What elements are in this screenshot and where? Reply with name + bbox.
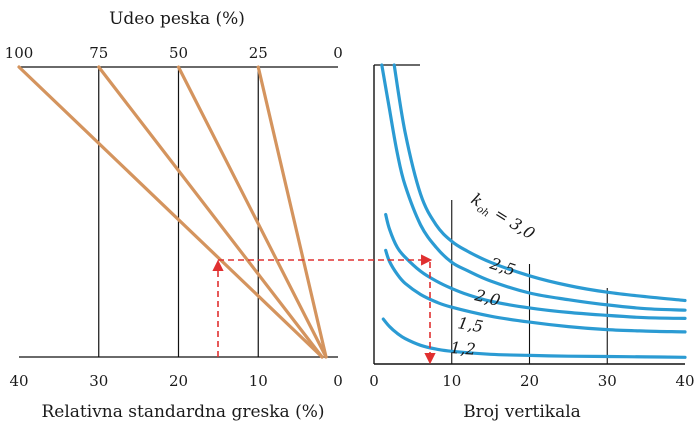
- right-x-tick-label: 10: [442, 372, 461, 390]
- top-axis-title: Udeo peska (%): [109, 9, 245, 29]
- left-gridlines: [98, 67, 259, 357]
- sand-fraction-line: [176, 65, 328, 359]
- top-tick-label: 100: [5, 44, 34, 62]
- right-x-tick-label: 20: [520, 372, 539, 390]
- curve-label-1-5: 1,5: [456, 313, 484, 336]
- k-curve: [380, 63, 687, 312]
- bottom-tick-label: 20: [169, 372, 188, 390]
- bottom-axis-ticks: 40 30 20 10 0: [9, 372, 342, 390]
- top-tick-label: 0: [333, 44, 343, 62]
- bottom-tick-label: 10: [249, 372, 268, 390]
- bottom-tick-label: 0: [333, 372, 343, 390]
- nomograph-lines: [17, 65, 328, 359]
- top-axis-ticks: 100 75 50 25 0: [5, 44, 343, 62]
- curve-label-3-0: koh = 3,0: [466, 189, 538, 245]
- right-x-axis-title: Broj vertikala: [463, 402, 581, 422]
- curve-label-1-2: 1,2: [450, 338, 477, 359]
- sand-fraction-line: [97, 65, 324, 359]
- top-tick-label: 75: [89, 44, 108, 62]
- curve-label-2-0: 2,0: [472, 285, 502, 310]
- k-curve: [381, 317, 687, 359]
- bottom-axis-title: Relativna standardna greska (%): [42, 402, 325, 422]
- right-panel: 0 10 20 30 40 Broj vertikala koh = 3,0 2,5 2…: [369, 63, 695, 422]
- right-gridlines: [451, 200, 608, 364]
- right-x-tick-label: 0: [369, 372, 379, 390]
- example-path-arrows: [212, 254, 436, 365]
- right-x-tick-label: 40: [675, 372, 694, 390]
- bottom-tick-label: 30: [89, 372, 108, 390]
- k-curves: [380, 63, 687, 359]
- k-curve: [384, 248, 687, 334]
- bottom-tick-label: 40: [9, 372, 28, 390]
- right-x-tick-label: 30: [598, 372, 617, 390]
- sand-fraction-line: [256, 65, 328, 359]
- k-curve: [392, 63, 687, 303]
- k-curve: [384, 212, 687, 320]
- left-panel: Udeo peska (%) 100 75 50 25 0 40 30 20 10 0 Rela…: [5, 9, 343, 422]
- curve-label-2-5: 2,5: [487, 253, 518, 279]
- top-tick-label: 25: [249, 44, 268, 62]
- top-tick-label: 50: [169, 44, 188, 62]
- right-x-ticks: 0 10 20 30 40: [369, 372, 694, 390]
- sand-fraction-line: [17, 65, 324, 359]
